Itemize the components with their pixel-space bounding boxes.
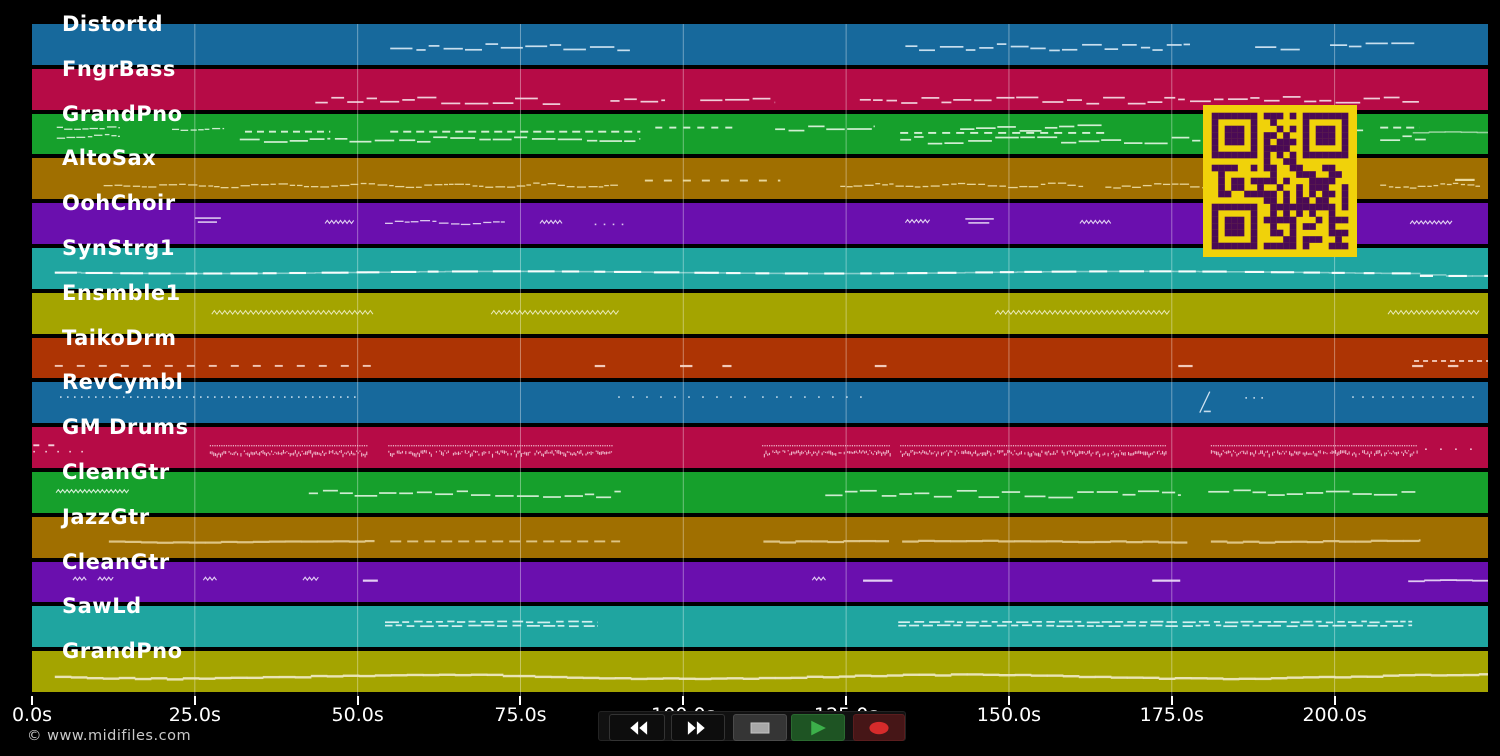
- track-band-fngrbass: [32, 68, 1488, 110]
- stop-icon: [750, 721, 770, 734]
- transport-bar: [598, 711, 906, 741]
- track-label-11: JazzGtr: [62, 504, 150, 529]
- track-label-5: SynStrg1: [62, 236, 175, 260]
- tick-label: 75.0s: [494, 704, 547, 726]
- notes-14: [54, 673, 1488, 681]
- tick-label: 200.0s: [1302, 704, 1367, 726]
- tick-mark: [356, 696, 359, 705]
- track-band-cleangtr: [32, 472, 1488, 513]
- tick-label: 175.0s: [1139, 704, 1204, 726]
- qr-code: [1203, 105, 1357, 261]
- tick-label: 0.0s: [11, 704, 53, 726]
- notes-9: [33, 444, 1472, 458]
- tick-label: 25.0s: [168, 704, 221, 726]
- tick-mark: [1170, 696, 1173, 705]
- watermark: © www.midifiles.com: [27, 728, 192, 744]
- track-label-12: CleanGtr: [62, 549, 170, 574]
- fast-forward-button[interactable]: [671, 714, 725, 741]
- tick-label: 50.0s: [331, 704, 384, 726]
- track-label-14: GrandPno: [62, 639, 183, 664]
- track-label-6: Ensmble1: [62, 280, 181, 305]
- tick-mark: [519, 696, 522, 705]
- notes-8: [60, 391, 1474, 413]
- tick-mark: [193, 696, 196, 705]
- track-label-1: FngrBass: [62, 56, 176, 81]
- notes-7: [54, 360, 1488, 368]
- tick-label: 150.0s: [976, 704, 1042, 726]
- play-button[interactable]: [791, 714, 845, 741]
- tick-mark: [1333, 696, 1336, 705]
- notes-13: [385, 620, 1413, 628]
- fast-forward-icon: [687, 720, 705, 735]
- track-label-7: TaikoDrm: [62, 325, 177, 350]
- track-label-4: OohChoir: [62, 191, 176, 216]
- track-label-8: RevCymbl: [62, 370, 184, 395]
- stop-button[interactable]: [733, 714, 787, 741]
- qr-code-image: [1203, 105, 1357, 257]
- track-label-9: GM Drums: [62, 415, 189, 440]
- notes-1: [315, 96, 1419, 105]
- notes-4: [194, 217, 1453, 226]
- track-label-2: GrandPno: [62, 101, 183, 126]
- notes-0: [390, 42, 1415, 52]
- track-band-jazzgtr: [32, 516, 1488, 558]
- track-label-0: Distortd: [62, 12, 164, 36]
- notes-10: [55, 488, 1416, 499]
- tick-mark: [682, 696, 685, 705]
- notes-12: [72, 576, 1488, 583]
- track-band-taikodrm: [32, 337, 1488, 379]
- notes-6: [211, 309, 1480, 316]
- record-button[interactable]: [853, 714, 905, 741]
- tick-mark: [845, 696, 848, 705]
- track-band-gm-drums: [32, 427, 1488, 468]
- play-icon: [811, 720, 826, 735]
- track-band-cleangtr: [32, 561, 1488, 603]
- notes-3: [103, 178, 1481, 189]
- notes-5: [54, 270, 1488, 278]
- track-label-10: CleanGtr: [62, 460, 170, 484]
- track-label-3: AltoSax: [62, 146, 157, 171]
- record-icon: [869, 721, 889, 734]
- track-band-grandpno: [32, 651, 1488, 692]
- rewind-icon: [630, 720, 648, 735]
- track-band-revcymbl: [32, 382, 1488, 424]
- tick-mark: [1007, 696, 1010, 705]
- track-band-distortd: [32, 24, 1488, 65]
- notes-11: [108, 539, 1421, 544]
- rewind-button[interactable]: [609, 714, 665, 741]
- track-band-sawld: [32, 606, 1488, 648]
- tick-mark: [31, 696, 33, 705]
- track-label-13: SawLd: [62, 594, 142, 619]
